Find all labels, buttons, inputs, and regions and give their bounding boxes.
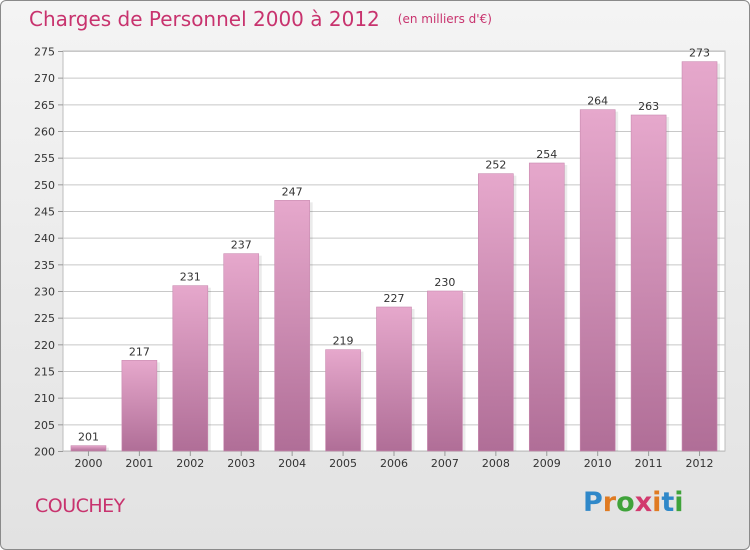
proxiti-logo: Proxiti — [583, 487, 684, 518]
commune-name: COUCHEY — [35, 495, 125, 517]
x-tick-label: 2006 — [380, 457, 408, 470]
data-label: 247 — [282, 185, 303, 198]
y-tick-label: 200 — [34, 446, 55, 459]
y-tick-label: 235 — [34, 259, 55, 272]
data-label: 201 — [78, 431, 99, 444]
y-tick-label: 225 — [34, 312, 55, 325]
logo-letter: i — [674, 487, 684, 518]
chart-title: Charges de Personnel 2000 à 2012 (en mill… — [29, 7, 492, 31]
x-tick-label: 2012 — [686, 457, 714, 470]
bar — [630, 114, 667, 452]
x-tick-label: 2004 — [278, 457, 306, 470]
data-label: 231 — [180, 271, 201, 284]
bar — [528, 162, 565, 452]
x-tick-label: 2011 — [635, 457, 663, 470]
y-tick-label: 260 — [34, 126, 55, 139]
y-tick-label: 205 — [34, 419, 55, 432]
bar — [172, 285, 209, 452]
data-label: 254 — [536, 148, 557, 161]
x-tick-label: 2010 — [584, 457, 612, 470]
bar — [121, 360, 158, 452]
x-tick-label: 2003 — [227, 457, 255, 470]
y-tick-label: 275 — [34, 46, 55, 59]
bar — [376, 306, 412, 452]
y-tick-label: 215 — [34, 366, 55, 379]
y-tick-label: 220 — [34, 339, 55, 352]
bar — [325, 349, 361, 452]
y-tick-label: 270 — [34, 72, 55, 85]
y-tick-label: 245 — [34, 206, 55, 219]
bar — [274, 200, 310, 452]
data-label: 264 — [587, 95, 608, 108]
y-tick-label: 255 — [34, 152, 55, 165]
bar — [681, 61, 718, 452]
y-tick-label: 250 — [34, 179, 55, 192]
data-label: 219 — [333, 335, 354, 348]
logo-letter: x — [634, 487, 653, 518]
data-label: 237 — [231, 239, 252, 252]
bar — [70, 445, 107, 452]
chart-subtitle: (en milliers d'€) — [397, 12, 492, 26]
data-label: 217 — [129, 345, 150, 358]
data-label: 273 — [689, 47, 710, 60]
y-tick-label: 230 — [34, 286, 55, 299]
x-tick-label: 2007 — [431, 457, 459, 470]
bar — [427, 290, 463, 452]
data-label: 230 — [434, 276, 455, 289]
bar — [478, 173, 514, 452]
y-tick-label: 240 — [34, 232, 55, 245]
x-tick-label: 2009 — [533, 457, 561, 470]
x-tick-label: 2001 — [125, 457, 153, 470]
data-label: 263 — [638, 100, 659, 113]
title-text: Charges de Personnel 2000 à 2012 — [29, 7, 380, 31]
x-tick-label: 2005 — [329, 457, 357, 470]
x-tick-label: 2008 — [482, 457, 510, 470]
data-label: 227 — [384, 292, 405, 305]
x-tick-label: 2000 — [74, 457, 102, 470]
y-tick-label: 210 — [34, 392, 55, 405]
logo-letter: o — [616, 487, 635, 518]
bar — [579, 109, 616, 452]
bar — [223, 253, 260, 452]
logo-letter: P — [583, 487, 603, 518]
data-label: 252 — [485, 159, 506, 172]
x-tick-label: 2002 — [176, 457, 204, 470]
logo-letter: i — [652, 487, 662, 518]
logo-letter: t — [661, 487, 675, 518]
y-tick-label: 265 — [34, 99, 55, 112]
logo-letter: r — [602, 487, 617, 518]
